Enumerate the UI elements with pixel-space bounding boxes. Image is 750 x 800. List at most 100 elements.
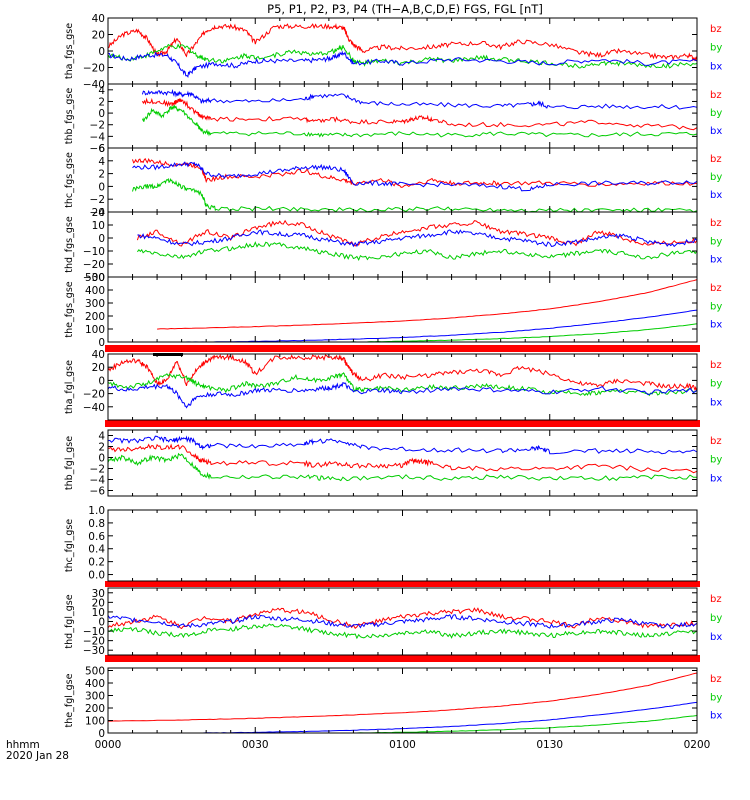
y-tick-label: 4 [98,85,105,97]
y-tick-label: 500 [85,272,105,284]
panel-frame [107,147,698,213]
y-tick-label: −40 [83,79,105,91]
legend-bz: bz [710,154,722,165]
series-bz-line [132,157,698,188]
legend-bx: bx [710,61,722,72]
legend-bx: bx [710,320,722,331]
y-tick-label: 0 [98,233,105,245]
series-by-line [107,43,698,69]
legend-by: by [710,301,722,312]
legend-bz: bz [710,360,722,371]
legend-bz: bz [710,218,722,229]
y-axis-label: tha_fgs_gse [64,23,75,79]
legend-bx: bx [710,126,722,137]
series-bx-line [137,229,698,248]
y-tick-label: 300 [85,691,105,703]
legend-bx: bx [710,473,722,484]
y-tick-label: 400 [85,678,105,690]
series-by-line [107,372,698,397]
y-axis-label: the_fgs_gse [64,281,75,337]
legend-by: by [710,455,722,466]
panel-frame [107,211,698,278]
legend-bz: bz [710,594,722,605]
legend-bz: bz [710,283,722,294]
plot-title: P5, P1, P2, P3, P4 (TH−A,B,C,D,E) FGS, F… [267,2,543,16]
panel-thc_fgl_gse: 1.00.80.60.40.20.0 thc_fgl_gse [64,505,698,582]
series-bx-line [107,382,698,409]
series-bx-line [107,435,698,455]
panel-frame [107,83,698,149]
panel-frame [107,667,698,734]
legend-by: by [710,172,722,183]
y-tick-label: 0 [98,617,105,629]
y-tick-label: −10 [83,626,105,638]
panel-frame [107,276,698,343]
legend-bz: bz [710,436,722,447]
y-tick-label: 100 [85,716,105,728]
y-tick-label: 2 [98,169,105,181]
y-tick-label: 0 [98,337,105,349]
series-bx-line [157,309,698,343]
series-bx-line [132,161,698,192]
series-bz-line [108,672,698,722]
flag-bar [105,655,700,662]
y-tick-label: 6 [98,143,105,155]
y-tick-label: −4 [90,207,106,219]
y-tick-label: −30 [83,645,105,657]
y-tick-label: 0.6 [88,531,105,543]
series-bz-line [136,219,698,247]
series-by-line [136,241,698,261]
y-tick-label: 20 [92,30,105,42]
y-tick-label: −10 [83,246,105,258]
y-tick-label: 100 [85,324,105,336]
y-tick-label: 0 [98,375,105,387]
y-tick-label: 20 [92,597,105,609]
date-label: 2020 Jan 28 [6,750,69,762]
y-tick-label: 0 [98,46,105,58]
y-axis-label: the_fgl_gse [64,673,75,727]
panel-frame [107,353,698,421]
y-tick-label: 300 [85,298,105,310]
series-bx-line [141,88,698,110]
y-tick-label: −40 [83,402,105,414]
y-tick-label: 500 [85,666,105,678]
x-tick-label: 0030 [242,739,269,751]
y-tick-label: 0 [98,453,105,465]
y-tick-label: 10 [92,607,105,619]
y-tick-label: 200 [85,703,105,715]
panel-thb_fgs_gse: 420−2−4−6 thb_fgs_gse bz by bx [64,83,722,155]
y-tick-label: 0.8 [88,518,105,530]
y-axis-label: tha_fgl_gse [64,360,75,414]
legend-by: by [710,379,722,390]
y-tick-label: −2 [90,194,105,206]
y-axis-label: thc_fgl_gse [64,519,75,572]
y-tick-label: 0.0 [88,570,105,582]
y-tick-label: 40 [92,13,105,25]
y-axis-label: thc_fgs_gse [64,152,75,208]
series-bx-line [107,614,698,630]
y-tick-label: 400 [85,285,105,297]
y-tick-label: 10 [92,220,105,232]
panel-tha_fgs_gse: 40 20 0 −20 −40 tha_fgs_gse bz by bx [64,13,722,91]
y-tick-label: 200 [85,311,105,323]
panel-frame [107,429,698,497]
legend-bx: bx [710,255,722,266]
y-tick-label: 30 [92,588,105,600]
legend-bx: bx [710,632,722,643]
y-tick-label: 20 [92,207,105,219]
y-tick-label: 4 [98,156,105,168]
series-bz-line [107,607,698,630]
flag-bar [105,420,700,427]
series-by-line [141,104,698,138]
series-bx-line [107,50,698,79]
y-tick-label: 20 [92,362,105,374]
y-tick-label: −20 [83,636,105,648]
panel-thb_fgl_gse: 420−2−4−6 thb_fgl_gse bz by bx [64,429,722,498]
